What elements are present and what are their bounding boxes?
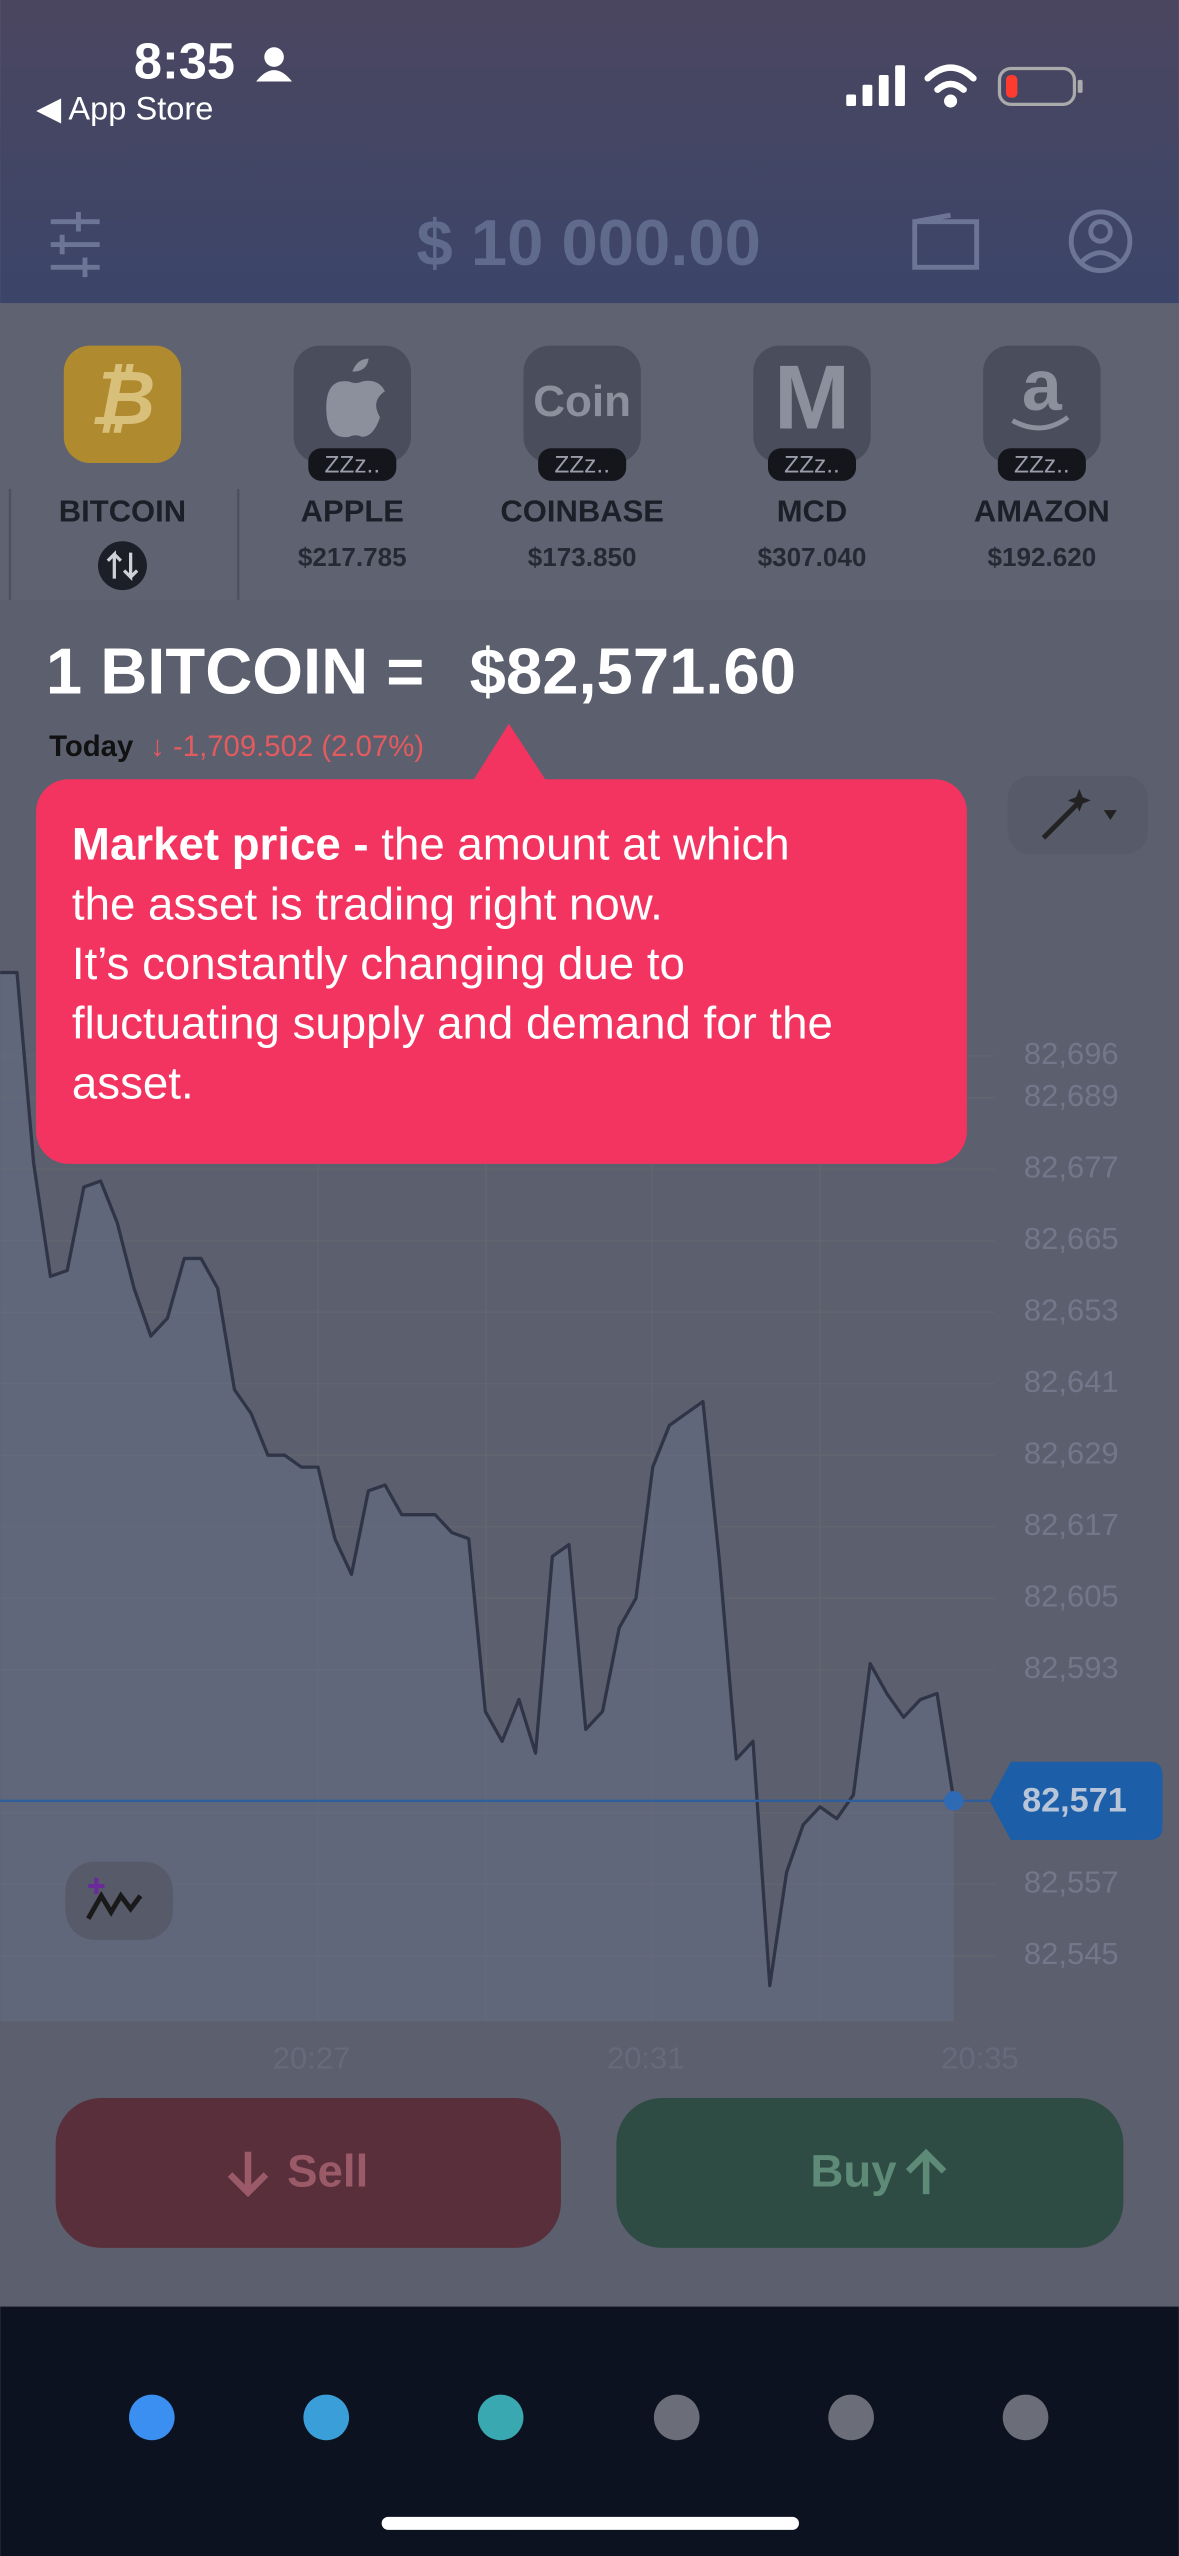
sell-arrow: [227, 2151, 269, 2198]
sell-button[interactable]: [55, 2097, 561, 2248]
sell-label[interactable]: Sell: [287, 2146, 368, 2197]
time: 8:35: [134, 33, 235, 90]
current-price-label: 82,571: [1022, 1782, 1127, 1820]
asset-name: BITCOIN: [59, 494, 186, 529]
apple-logo: [326, 358, 385, 438]
home-indicator: [381, 2516, 799, 2530]
buy-arrow: [905, 2148, 947, 2195]
balance: $ 10 000.00: [416, 206, 760, 279]
y-tick-label: 82,593: [1024, 1650, 1119, 1685]
y-tick-label: 82,617: [1024, 1507, 1119, 1542]
nav-dot[interactable]: [477, 2394, 524, 2441]
asset-item[interactable]: ZZz.. APPLE $217.785: [293, 345, 412, 572]
asset-name: MCD: [777, 494, 848, 529]
asset-name: COINBASE: [500, 494, 663, 529]
tooltip-body: the asset is trading right now. It’s cons…: [72, 878, 833, 1108]
magic-button[interactable]: [1007, 775, 1148, 855]
y-tick-label: 82,641: [1024, 1364, 1119, 1399]
asset-item[interactable]: a ZZz.. AMAZON $192.620: [974, 345, 1110, 572]
battery-icon: [997, 66, 1083, 106]
y-tick-label: 82,545: [1024, 1936, 1119, 1971]
signal-icon: [846, 65, 905, 106]
tooltip-heading: Market price -: [72, 819, 369, 870]
tooltip-line: Market price - the amount at which: [72, 819, 790, 870]
y-tick-label: 82,605: [1024, 1578, 1119, 1613]
asset-icon: ₿: [90, 356, 156, 440]
buy-label[interactable]: Buy: [810, 2146, 897, 2197]
wifi-icon: [924, 64, 977, 108]
back-link[interactable]: ◀ App Store: [36, 89, 213, 126]
asset-name: APPLE: [301, 494, 404, 529]
asset-icon-bg: [523, 345, 641, 463]
y-tick-label: 82,677: [1024, 1149, 1119, 1184]
buy-button[interactable]: [616, 2097, 1124, 2248]
nav-dot[interactable]: [128, 2394, 175, 2441]
change: ↓ -1,709.502 (2.07%): [150, 730, 424, 763]
sleep-badge-text: ZZz..: [324, 452, 380, 479]
asset-price: $173.850: [528, 542, 637, 572]
portfolio-icon[interactable]: [912, 212, 980, 270]
price-line: [0, 970, 956, 1988]
y-tick-label: 82,696: [1024, 1036, 1119, 1071]
price-area: [0, 972, 954, 2022]
asset-icon: Coin: [533, 377, 631, 426]
x-tick-label: 20:35: [941, 2041, 1018, 2076]
nav-dot[interactable]: [653, 2394, 700, 2441]
sleep-badge-text: ZZz..: [554, 452, 610, 479]
tooltip-pointer: [472, 723, 547, 781]
tooltip: [36, 779, 967, 1164]
profile-icon[interactable]: [1068, 209, 1133, 274]
asset-price: $307.040: [758, 542, 867, 572]
asset-item[interactable]: Coin ZZz.. COINBASE $173.850: [500, 345, 664, 572]
tooltip-text: the amount at which: [381, 819, 789, 870]
sleep-badge-text: ZZz..: [1014, 452, 1070, 479]
asset-name: AMAZON: [974, 494, 1110, 529]
y-tick-label: 82,629: [1024, 1435, 1119, 1470]
current-price-dot: [944, 1791, 964, 1811]
x-tick-label: 20:31: [607, 2041, 685, 2076]
x-tick-label: 20:27: [273, 2041, 350, 2076]
swap-arrows: [106, 550, 139, 581]
person-icon: [256, 47, 293, 82]
asset-list: ₿ BITCOIN ZZz.. APPLE $217.785 Coin ZZz.. COINB…: [59, 345, 1110, 591]
indicator-button[interactable]: [65, 1861, 174, 1940]
nav-dot[interactable]: [1002, 2394, 1049, 2441]
asset-icon-bg: [983, 345, 1101, 463]
sleep-badge: [767, 448, 857, 481]
asset-icon: M: [774, 346, 850, 448]
tooltip-line: asset.: [72, 1057, 194, 1108]
sleep-badge-text: ZZz..: [784, 452, 840, 479]
y-tick-label: 82,653: [1024, 1292, 1119, 1327]
asset-icon: a: [1022, 346, 1063, 426]
tooltip-line: fluctuating supply and demand for the: [72, 998, 833, 1049]
amazon-smile: [1011, 415, 1070, 431]
price-chart: 82,696 82,689 82,677 82,665 82,653 82,641 82,6…: [0, 912, 1163, 2076]
period: Today: [49, 730, 134, 763]
asset-price: $217.785: [298, 542, 407, 572]
y-tick-label: 82,689: [1024, 1078, 1119, 1113]
quote-price: $82,571.60: [470, 635, 796, 708]
nav-dot[interactable]: [828, 2394, 874, 2441]
sleep-badge: [997, 448, 1086, 481]
current-price-tag: [989, 1761, 1163, 1840]
bottom-nav: [0, 2306, 1179, 2556]
tooltip-line: the asset is trading right now.: [72, 878, 663, 929]
nav-dot[interactable]: [303, 2394, 350, 2441]
asset-icon-bg: [63, 345, 182, 463]
swap-icon: [98, 541, 147, 591]
asset-price: $192.620: [987, 542, 1096, 572]
y-tick-label: 82,557: [1024, 1864, 1119, 1899]
quote-title: 1 BITCOIN =: [46, 635, 425, 708]
tooltip-line: It’s constantly changing due to: [72, 938, 685, 989]
header-bg: [0, 0, 1179, 304]
sleep-badge: [538, 448, 627, 481]
asset-item[interactable]: ₿ BITCOIN: [59, 345, 186, 591]
asset-item[interactable]: M ZZz.. MCD $307.040: [753, 345, 871, 572]
filter-icon[interactable]: [50, 211, 100, 278]
sleep-badge: [308, 448, 397, 481]
asset-icon-bg: [753, 345, 871, 463]
y-tick-label: 82,665: [1024, 1221, 1119, 1256]
